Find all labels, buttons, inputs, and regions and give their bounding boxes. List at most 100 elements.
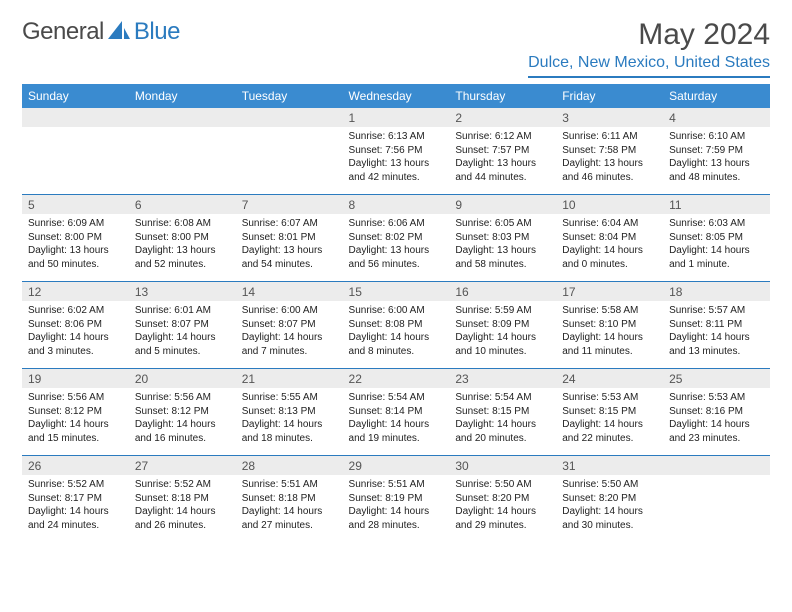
daylight-text-2: and 22 minutes. [562,432,657,446]
daylight-text-2: and 56 minutes. [349,258,444,272]
day-number: 23 [449,369,556,389]
day-cell: Sunrise: 6:10 AMSunset: 7:59 PMDaylight:… [663,127,770,195]
day-cell: Sunrise: 6:09 AMSunset: 8:00 PMDaylight:… [22,214,129,282]
sunrise-text: Sunrise: 5:54 AM [455,391,550,405]
day-number: 20 [129,369,236,389]
sunset-text: Sunset: 8:05 PM [669,231,764,245]
sunset-text: Sunset: 8:18 PM [135,492,230,506]
day-number: 26 [22,456,129,476]
day-cell: Sunrise: 6:02 AMSunset: 8:06 PMDaylight:… [22,301,129,369]
sunrise-text: Sunrise: 5:57 AM [669,304,764,318]
day-cell: Sunrise: 5:54 AMSunset: 8:14 PMDaylight:… [343,388,450,456]
daylight-text-2: and 26 minutes. [135,519,230,533]
sunrise-text: Sunrise: 6:07 AM [242,217,337,231]
sunrise-text: Sunrise: 5:51 AM [242,478,337,492]
sunrise-text: Sunrise: 5:52 AM [135,478,230,492]
daylight-text-1: Daylight: 14 hours [349,505,444,519]
sunset-text: Sunset: 8:07 PM [135,318,230,332]
title-block: May 2024 Dulce, New Mexico, United State… [528,18,770,78]
day-number: 27 [129,456,236,476]
daylight-text-1: Daylight: 13 hours [669,157,764,171]
day-cell: Sunrise: 5:50 AMSunset: 8:20 PMDaylight:… [556,475,663,542]
sunrise-text: Sunrise: 5:55 AM [242,391,337,405]
day-number: 29 [343,456,450,476]
daylight-text-1: Daylight: 14 hours [349,331,444,345]
daylight-text-1: Daylight: 14 hours [28,418,123,432]
daylight-text-2: and 8 minutes. [349,345,444,359]
day-number-row: 12131415161718 [22,282,770,302]
day-cell: Sunrise: 5:52 AMSunset: 8:18 PMDaylight:… [129,475,236,542]
day-cell: Sunrise: 5:57 AMSunset: 8:11 PMDaylight:… [663,301,770,369]
daylight-text-1: Daylight: 14 hours [562,418,657,432]
sunset-text: Sunset: 8:01 PM [242,231,337,245]
day-cell: Sunrise: 6:00 AMSunset: 8:08 PMDaylight:… [343,301,450,369]
day-number: 8 [343,195,450,215]
daylight-text-2: and 58 minutes. [455,258,550,272]
daylight-text-2: and 48 minutes. [669,171,764,185]
daylight-text-2: and 42 minutes. [349,171,444,185]
day-cell: Sunrise: 5:50 AMSunset: 8:20 PMDaylight:… [449,475,556,542]
day-number-row: 1234 [22,108,770,127]
day-number: 7 [236,195,343,215]
daylight-text-1: Daylight: 14 hours [242,418,337,432]
logo: General Blue [22,18,180,46]
sunrise-text: Sunrise: 6:03 AM [669,217,764,231]
day-number: 15 [343,282,450,302]
daylight-text-2: and 29 minutes. [455,519,550,533]
sunset-text: Sunset: 8:08 PM [349,318,444,332]
daylight-text-2: and 50 minutes. [28,258,123,272]
daylight-text-1: Daylight: 14 hours [242,505,337,519]
day-data-row: Sunrise: 6:02 AMSunset: 8:06 PMDaylight:… [22,301,770,369]
sunset-text: Sunset: 7:56 PM [349,144,444,158]
daylight-text-2: and 16 minutes. [135,432,230,446]
day-number: 9 [449,195,556,215]
daylight-text-1: Daylight: 14 hours [669,418,764,432]
sunset-text: Sunset: 8:00 PM [28,231,123,245]
day-number: 17 [556,282,663,302]
day-cell: Sunrise: 6:04 AMSunset: 8:04 PMDaylight:… [556,214,663,282]
sunrise-text: Sunrise: 5:56 AM [28,391,123,405]
day-cell: Sunrise: 5:59 AMSunset: 8:09 PMDaylight:… [449,301,556,369]
day-number: 12 [22,282,129,302]
daylight-text-2: and 28 minutes. [349,519,444,533]
daylight-text-1: Daylight: 14 hours [669,331,764,345]
daylight-text-1: Daylight: 14 hours [455,505,550,519]
day-cell: Sunrise: 6:11 AMSunset: 7:58 PMDaylight:… [556,127,663,195]
day-cell: Sunrise: 5:52 AMSunset: 8:17 PMDaylight:… [22,475,129,542]
daylight-text-1: Daylight: 14 hours [135,505,230,519]
sunset-text: Sunset: 8:00 PM [135,231,230,245]
daylight-text-2: and 23 minutes. [669,432,764,446]
day-cell [22,127,129,195]
daylight-text-1: Daylight: 13 hours [242,244,337,258]
sunset-text: Sunset: 8:07 PM [242,318,337,332]
day-number: 2 [449,108,556,127]
daylight-text-1: Daylight: 14 hours [562,505,657,519]
sunset-text: Sunset: 8:06 PM [28,318,123,332]
sunset-text: Sunset: 8:10 PM [562,318,657,332]
day-number: 21 [236,369,343,389]
daylight-text-2: and 54 minutes. [242,258,337,272]
day-number: 3 [556,108,663,127]
day-cell: Sunrise: 5:53 AMSunset: 8:15 PMDaylight:… [556,388,663,456]
day-cell: Sunrise: 6:06 AMSunset: 8:02 PMDaylight:… [343,214,450,282]
day-cell: Sunrise: 6:03 AMSunset: 8:05 PMDaylight:… [663,214,770,282]
daylight-text-1: Daylight: 14 hours [28,505,123,519]
day-cell: Sunrise: 5:54 AMSunset: 8:15 PMDaylight:… [449,388,556,456]
sunrise-text: Sunrise: 5:51 AM [349,478,444,492]
sunset-text: Sunset: 8:14 PM [349,405,444,419]
daylight-text-2: and 0 minutes. [562,258,657,272]
day-cell: Sunrise: 6:07 AMSunset: 8:01 PMDaylight:… [236,214,343,282]
daylight-text-1: Daylight: 14 hours [562,331,657,345]
sunset-text: Sunset: 8:04 PM [562,231,657,245]
sunrise-text: Sunrise: 5:53 AM [669,391,764,405]
header: General Blue May 2024 Dulce, New Mexico,… [22,18,770,78]
day-number: 13 [129,282,236,302]
day-number: 30 [449,456,556,476]
day-cell [236,127,343,195]
day-number-row: 19202122232425 [22,369,770,389]
sunrise-text: Sunrise: 6:08 AM [135,217,230,231]
day-header-row: Sunday Monday Tuesday Wednesday Thursday… [22,84,770,108]
sunrise-text: Sunrise: 6:09 AM [28,217,123,231]
day-cell: Sunrise: 6:13 AMSunset: 7:56 PMDaylight:… [343,127,450,195]
daylight-text-2: and 3 minutes. [28,345,123,359]
